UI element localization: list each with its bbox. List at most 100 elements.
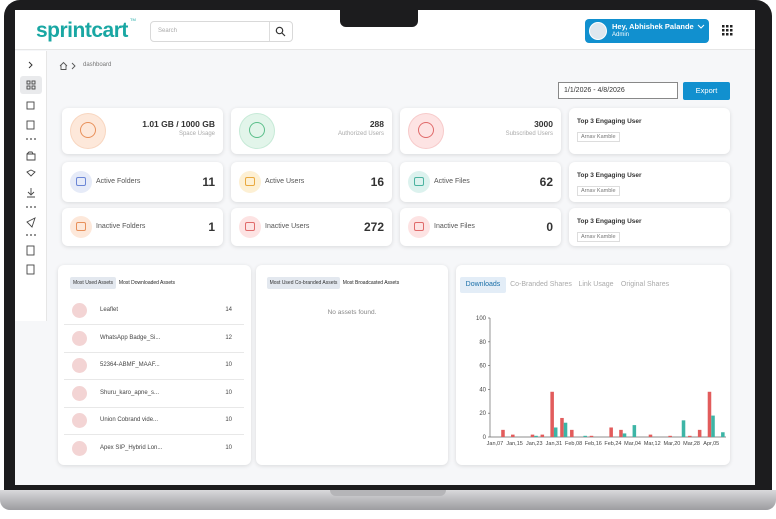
stat-icon-glyph (418, 122, 434, 138)
count-label: Inactive Users (265, 223, 310, 230)
asset-name[interactable]: WhatsApp Badge_Si... (100, 334, 161, 341)
bar (619, 429, 623, 437)
camera-notch (340, 10, 418, 27)
bar (622, 433, 627, 437)
analytics-tab[interactable]: Downloads (460, 277, 506, 293)
logo-mark: TM (130, 17, 136, 22)
count-icon (408, 171, 430, 193)
analytics-tab[interactable]: Original Shares (620, 281, 670, 288)
count-value: 272 (363, 220, 384, 234)
count-icon (239, 171, 261, 193)
search-icon[interactable] (275, 26, 286, 37)
count-icon-glyph (245, 177, 255, 186)
engaging-card (569, 162, 730, 202)
logo[interactable]: sprintcart (36, 19, 128, 42)
bar (553, 427, 558, 437)
count-icon-glyph (76, 177, 86, 186)
bar (534, 435, 538, 437)
engaging-title: Top 3 Engaging User (577, 172, 642, 179)
apps-icon[interactable] (722, 25, 733, 36)
asset-name[interactable]: Union Cobrand vide... (100, 417, 159, 423)
asset-avatar (72, 440, 87, 456)
y-tick-label: 20 (479, 411, 486, 417)
engaging-title: Top 3 Engaging User (577, 218, 642, 225)
count-label: Inactive Files (434, 223, 475, 230)
asset-name[interactable]: Shuru_karo_apne_s... (100, 389, 160, 396)
count-label: Active Folders (96, 178, 141, 185)
asset-count: 10 (225, 362, 232, 368)
stat-label: Authorized Users (337, 131, 384, 137)
stat-value: 3000 (534, 119, 553, 129)
count-icon-glyph (245, 222, 255, 231)
bar (707, 391, 712, 437)
analytics-tab[interactable]: Co-Branded Shares (510, 281, 572, 288)
count-icon-glyph (414, 177, 424, 186)
cobranded-panel (256, 265, 448, 465)
asset-name[interactable]: 52364-ABMF_MAAF... (100, 362, 160, 368)
sidebar-icons[interactable] (15, 55, 47, 280)
bar (681, 420, 686, 437)
analytics-tab[interactable]: Link Usage (578, 281, 614, 288)
x-tick-label: Jan,23 (526, 441, 543, 447)
asset-name[interactable]: Apex SIP_Hybrid Lon... (100, 444, 163, 451)
engaging-user[interactable]: Arnav Kamble (577, 232, 620, 242)
bar (563, 422, 568, 437)
bar (688, 435, 692, 437)
export-button[interactable]: Export (683, 82, 730, 100)
y-tick-label: 80 (479, 340, 486, 346)
bar (501, 429, 505, 437)
asset-count: 10 (225, 417, 232, 423)
asset-avatar (72, 303, 87, 318)
y-tick-label: 40 (479, 387, 486, 393)
date-range-input[interactable]: 1/1/2026 - 4/8/2026 (558, 82, 678, 99)
search-box[interactable] (150, 21, 293, 42)
user-avatar (589, 22, 607, 40)
bar (711, 415, 715, 437)
engaging-user[interactable]: Arnav Kamble (577, 132, 620, 142)
laptop-base (0, 490, 776, 510)
x-tick-label: Mar,28 (683, 441, 700, 447)
count-icon (70, 216, 92, 238)
engaging-user[interactable]: Arnav Kamble (577, 186, 620, 196)
stat-label: Space Usage (178, 131, 215, 137)
bar (609, 427, 613, 437)
breadcrumb-icons[interactable] (59, 61, 79, 71)
panel-tab[interactable]: Most Used Assets (70, 277, 116, 289)
count-icon (239, 216, 261, 238)
asset-avatar (72, 413, 87, 428)
asset-name[interactable]: Leaflet (100, 307, 119, 313)
y-tick-label: 0 (483, 435, 487, 441)
panel-tab[interactable]: Most Used Co-branded Assets (267, 277, 340, 289)
row-divider (64, 379, 244, 380)
stat-icon-glyph (80, 122, 96, 138)
laptop-notch (330, 490, 446, 496)
stat-icon (239, 113, 275, 149)
empty-message: No assets found. (327, 309, 377, 316)
search-divider (269, 22, 270, 41)
stat-label: Subscribed Users (505, 131, 553, 137)
user-caret (697, 24, 705, 29)
asset-count: 10 (225, 389, 232, 396)
bar (648, 434, 653, 437)
panel-tab[interactable]: Most Broadcasted Assets (342, 280, 400, 286)
x-tick-label: Jan,15 (506, 441, 523, 447)
stat-value: 1.01 GB / 1000 GB (142, 119, 215, 129)
bar (550, 391, 554, 437)
panel-tab[interactable]: Most Downloaded Assets (118, 280, 176, 286)
asset-count: 12 (225, 334, 232, 341)
bar (697, 429, 702, 437)
row-divider (64, 406, 244, 408)
engaging-title: Top 3 Engaging User (577, 118, 642, 125)
row-divider (64, 324, 244, 325)
x-tick-label: Jan,07 (487, 441, 504, 447)
breadcrumb[interactable]: dashboard (83, 62, 112, 68)
bar (560, 417, 564, 437)
x-tick-label: Mar,04 (624, 441, 641, 447)
row-divider (64, 434, 244, 435)
bar (540, 434, 545, 437)
count-icon (70, 171, 92, 193)
count-value: 16 (370, 175, 384, 189)
sidebar (15, 51, 47, 321)
engaging-card (569, 108, 730, 154)
